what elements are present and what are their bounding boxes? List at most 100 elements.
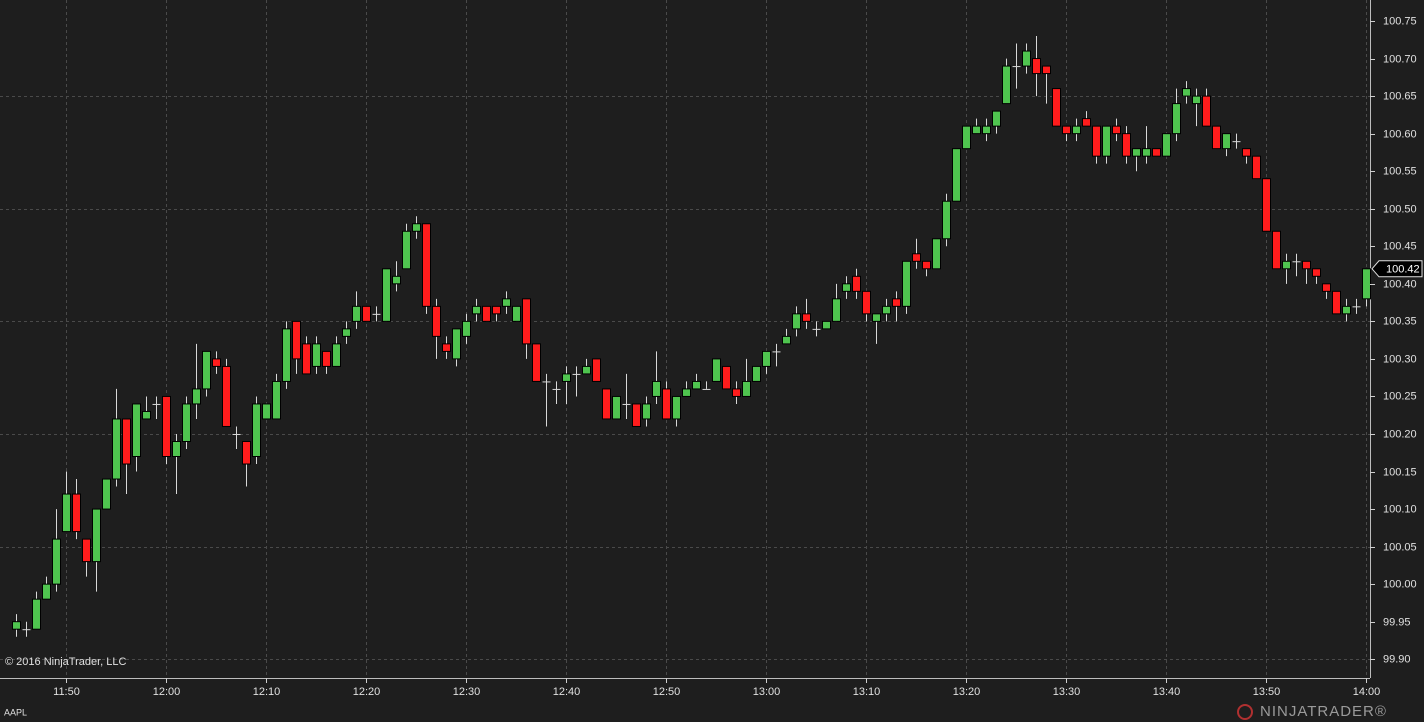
candle-body bbox=[92, 508, 101, 563]
candle-body bbox=[112, 418, 121, 480]
candle-body bbox=[952, 148, 961, 202]
candle-body bbox=[732, 388, 741, 397]
candle-body bbox=[232, 433, 241, 435]
candle-body bbox=[242, 440, 251, 465]
candle-body bbox=[572, 373, 581, 375]
candle-body bbox=[802, 313, 811, 322]
y-tick-label: 100.20 bbox=[1383, 428, 1417, 440]
x-tick-label: 12:30 bbox=[453, 686, 481, 698]
candle-body bbox=[82, 538, 91, 563]
candle-body bbox=[862, 290, 871, 315]
x-tick-label: 13:50 bbox=[1253, 686, 1281, 698]
y-tick-label: 100.40 bbox=[1383, 278, 1417, 290]
candle-body bbox=[32, 598, 41, 630]
candle-body bbox=[522, 298, 531, 345]
candles bbox=[12, 36, 1371, 637]
copyright: © 2016 NinjaTrader, LLC bbox=[5, 656, 126, 668]
candle-body bbox=[582, 365, 591, 375]
candle-body bbox=[742, 380, 751, 397]
candle-body bbox=[42, 583, 51, 600]
candle-body bbox=[492, 305, 501, 315]
y-tick-label: 99.90 bbox=[1383, 653, 1411, 665]
last-price-box bbox=[1371, 260, 1423, 278]
last-price-label: 100.42 bbox=[1386, 264, 1420, 276]
y-tick-label: 100.45 bbox=[1383, 240, 1417, 252]
candle-body bbox=[812, 328, 821, 330]
candle-body bbox=[1212, 125, 1221, 150]
candle-body bbox=[562, 373, 571, 382]
y-tick-label: 100.35 bbox=[1383, 315, 1417, 327]
candle-body bbox=[712, 358, 721, 382]
candle-body bbox=[202, 350, 211, 390]
candle-body bbox=[412, 223, 421, 232]
y-tick-label: 100.65 bbox=[1383, 90, 1417, 102]
candle-body bbox=[1252, 155, 1261, 180]
y-tick-label: 100.05 bbox=[1383, 541, 1417, 553]
candle-body bbox=[652, 380, 661, 397]
candle-body bbox=[1332, 290, 1341, 315]
candle-body bbox=[1062, 125, 1071, 135]
x-tick-label: 11:50 bbox=[53, 686, 80, 698]
y-tick-label: 100.10 bbox=[1383, 503, 1417, 515]
candle-body bbox=[392, 275, 401, 285]
candle-body bbox=[502, 298, 511, 307]
candle-body bbox=[782, 335, 791, 345]
candle-body bbox=[122, 418, 131, 465]
candle-body bbox=[302, 343, 311, 375]
candle-body bbox=[752, 365, 761, 382]
x-tick-label: 12:00 bbox=[153, 686, 181, 698]
candle-body bbox=[1342, 305, 1351, 315]
candle-body bbox=[972, 125, 981, 135]
candle-body bbox=[1222, 133, 1231, 150]
y-tick-label: 100.50 bbox=[1383, 203, 1417, 215]
brand-icon bbox=[1237, 704, 1253, 720]
candle-body bbox=[662, 388, 671, 420]
candle-body bbox=[102, 478, 111, 510]
candle-body bbox=[442, 343, 451, 352]
y-tick-label: 100.75 bbox=[1383, 15, 1417, 27]
candle-body bbox=[1102, 125, 1111, 157]
candle-body bbox=[1052, 88, 1061, 127]
x-tick-label: 13:10 bbox=[853, 686, 881, 698]
candle-body bbox=[22, 629, 31, 631]
candle-body bbox=[252, 403, 261, 458]
candle-body bbox=[1192, 95, 1201, 105]
candle-body bbox=[512, 305, 521, 322]
candle-body bbox=[1242, 148, 1251, 157]
candle-body bbox=[892, 298, 901, 307]
candle-body bbox=[532, 343, 541, 382]
y-tick-label: 100.70 bbox=[1383, 53, 1417, 65]
candle-body bbox=[882, 305, 891, 315]
candle-body bbox=[792, 313, 801, 330]
candle-body bbox=[762, 350, 771, 367]
candle-body bbox=[1112, 125, 1121, 135]
candle-body bbox=[1042, 65, 1051, 75]
candle-body bbox=[1352, 306, 1361, 308]
candle-body bbox=[462, 320, 471, 337]
candle-body bbox=[172, 440, 181, 458]
candle-body bbox=[382, 268, 391, 322]
candle-body bbox=[672, 395, 681, 420]
candle-body bbox=[312, 343, 321, 367]
x-tick-label: 13:40 bbox=[1153, 686, 1181, 698]
candle-body bbox=[702, 388, 711, 390]
candle-body bbox=[692, 380, 701, 390]
y-tick-label: 100.00 bbox=[1383, 578, 1417, 590]
candle-body bbox=[642, 403, 651, 420]
y-tick-label: 100.15 bbox=[1383, 466, 1417, 478]
candle-body bbox=[722, 365, 731, 390]
candle-body bbox=[372, 313, 381, 315]
candle-body bbox=[472, 305, 481, 315]
candle-body bbox=[772, 351, 781, 353]
candle-body bbox=[142, 410, 151, 420]
candle-body bbox=[352, 305, 361, 322]
candle-body bbox=[152, 403, 161, 405]
candle-body bbox=[1142, 148, 1151, 157]
candle-body bbox=[932, 238, 941, 270]
candle-body bbox=[1182, 88, 1191, 97]
candle-body bbox=[1132, 148, 1141, 157]
candle-body bbox=[1032, 58, 1041, 75]
candle-body bbox=[872, 313, 881, 322]
symbol: AAPL bbox=[4, 707, 27, 717]
